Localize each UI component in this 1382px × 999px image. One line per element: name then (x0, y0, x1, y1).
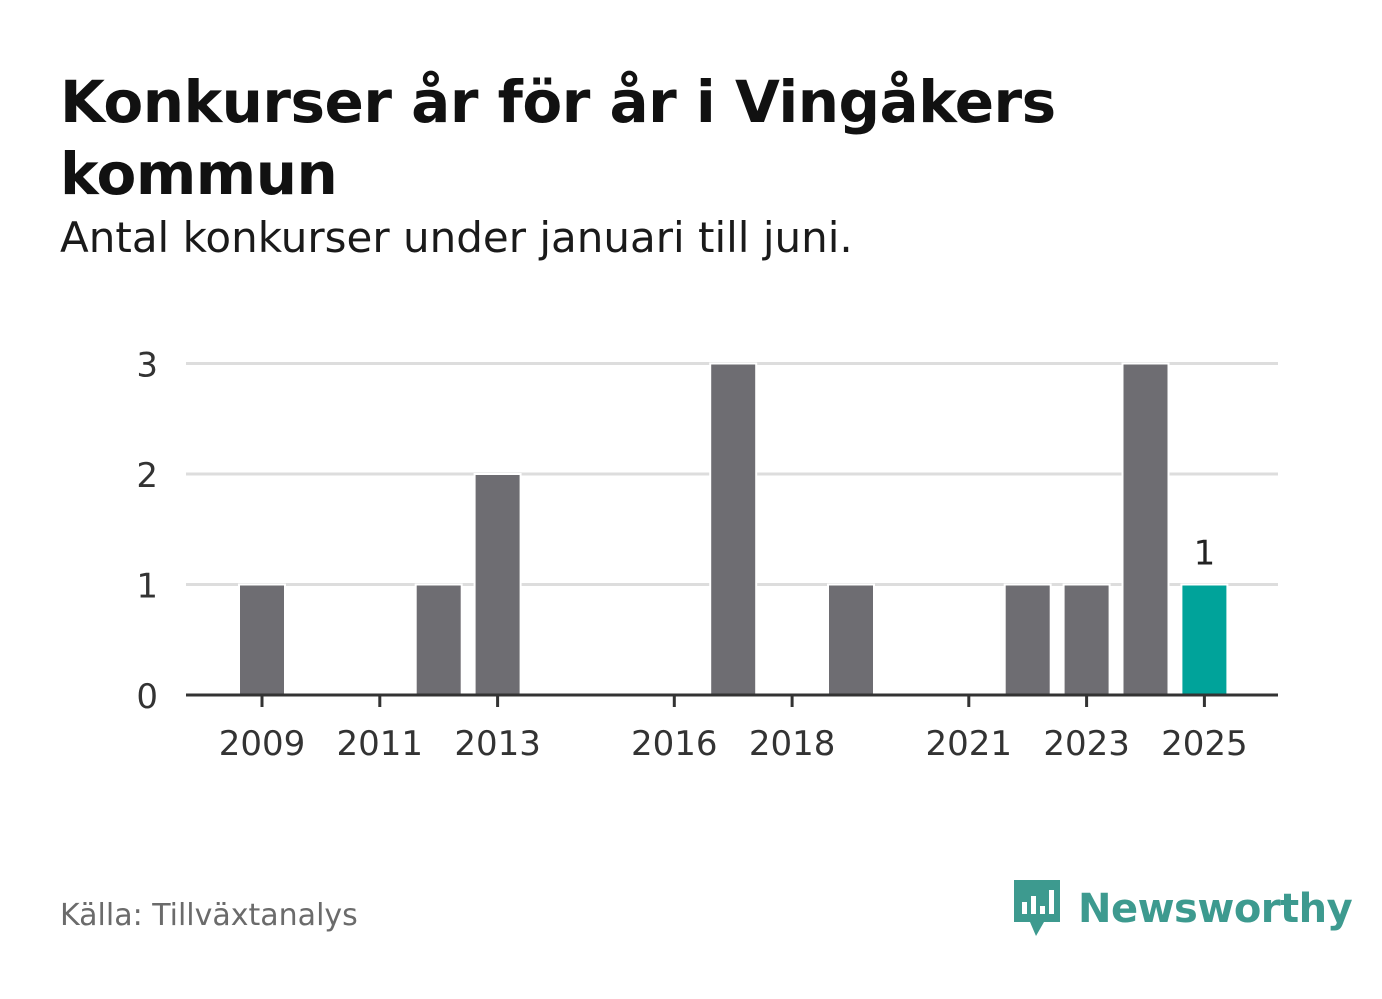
newsworthy-logo-icon (1014, 880, 1060, 936)
bar-2017 (709, 362, 758, 696)
bar-2025 (1180, 583, 1229, 696)
bar-2012 (414, 583, 463, 696)
bar-2009 (238, 583, 286, 696)
bar-2013 (473, 473, 522, 696)
x-tick-label: 2018 (749, 724, 836, 764)
x-tick-label: 2025 (1161, 724, 1248, 764)
bar-2023 (1062, 583, 1111, 696)
chart-subtitle: Antal konkurser under januari till juni. (60, 213, 853, 262)
newsworthy-logo: Newsworthy (1010, 878, 1353, 940)
bar-2022 (1003, 583, 1052, 696)
x-tick-label: 2013 (454, 724, 541, 764)
y-tick-label: 0 (136, 677, 158, 717)
y-tick-label: 1 (136, 567, 158, 607)
x-tick-label: 2011 (337, 724, 424, 764)
x-tick-label: 2009 (219, 724, 306, 764)
x-tick-label: 2023 (1043, 724, 1130, 764)
brand-name: Newsworthy (1078, 886, 1353, 932)
x-tick-label: 2016 (631, 724, 718, 764)
source-note: Källa: Tillväxtanalys (60, 898, 358, 933)
chart-title: Konkurser år för år i Vingåkers kommun (60, 68, 1056, 208)
data-label: 1 (1194, 534, 1216, 574)
bar-chart: 0 1 2 3 1 2009 2011 2013 2016 2018 2021 2023 2025 (136, 346, 1278, 764)
bar-2024 (1121, 362, 1170, 696)
y-tick-label: 2 (136, 456, 158, 496)
y-tick-label: 3 (136, 346, 158, 386)
x-tick-label: 2021 (926, 724, 1013, 764)
bar-2019 (827, 583, 875, 696)
